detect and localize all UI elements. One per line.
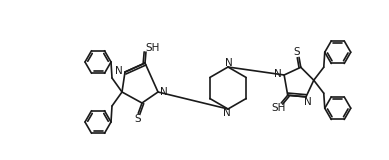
- Text: SH: SH: [271, 103, 286, 113]
- Text: N: N: [304, 97, 312, 107]
- Text: N: N: [274, 69, 282, 79]
- Text: SH: SH: [146, 43, 160, 53]
- Text: N: N: [160, 87, 168, 97]
- Text: S: S: [294, 47, 300, 57]
- Text: S: S: [134, 114, 140, 124]
- Text: N: N: [225, 58, 233, 68]
- Text: N: N: [115, 66, 123, 76]
- Text: N: N: [223, 108, 231, 118]
